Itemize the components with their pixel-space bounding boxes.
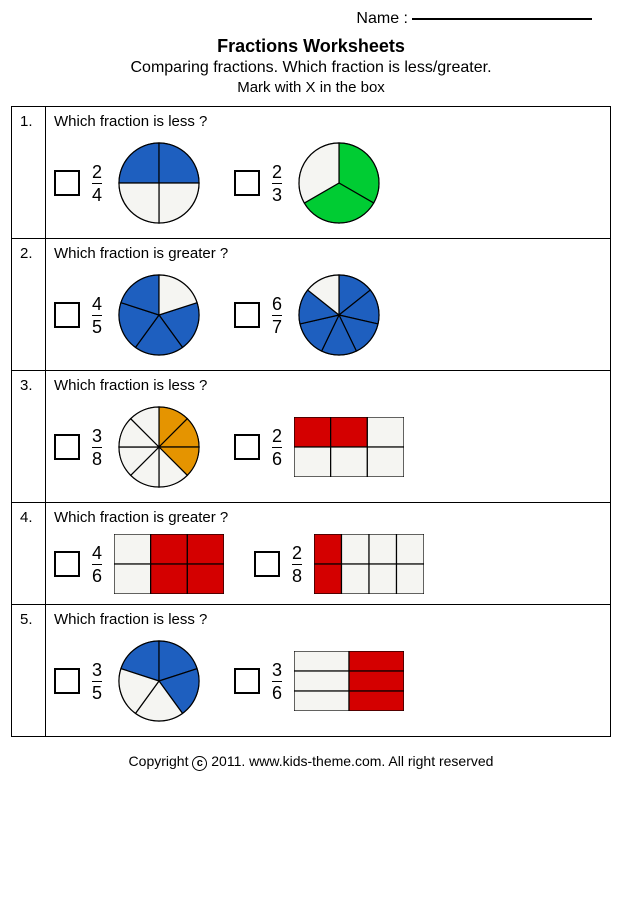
denominator: 8 (292, 564, 302, 585)
fraction-diagram (114, 402, 204, 492)
copyright-icon: c (192, 756, 207, 771)
numerator: 4 (92, 295, 102, 315)
option-b: 2 6 (234, 402, 404, 492)
fraction: 4 5 (92, 295, 102, 336)
question-prompt: Which fraction is greater ? (54, 245, 602, 262)
option-a: 4 6 (54, 534, 224, 594)
fraction-diagram (294, 270, 384, 360)
question-prompt: Which fraction is less ? (54, 611, 602, 628)
answer-checkbox[interactable] (54, 170, 80, 196)
options-row: 2 4 2 3 (54, 138, 602, 228)
answer-checkbox[interactable] (234, 434, 260, 460)
denominator: 7 (272, 315, 282, 336)
question-cell: Which fraction is greater ? 4 6 2 8 (46, 503, 611, 605)
answer-checkbox[interactable] (54, 668, 80, 694)
question-number: 3. (12, 371, 46, 503)
option-a: 2 4 (54, 138, 204, 228)
fraction-diagram (294, 138, 384, 228)
question-cell: Which fraction is greater ? 4 5 6 7 (46, 239, 611, 371)
answer-checkbox[interactable] (54, 551, 80, 577)
numerator: 4 (92, 544, 102, 564)
answer-checkbox[interactable] (234, 170, 260, 196)
denominator: 5 (92, 681, 102, 702)
fraction-diagram (314, 534, 424, 594)
option-a: 4 5 (54, 270, 204, 360)
numerator: 2 (272, 427, 282, 447)
option-b: 3 6 (234, 636, 404, 726)
fraction: 3 6 (272, 661, 282, 702)
question-number: 2. (12, 239, 46, 371)
answer-checkbox[interactable] (54, 434, 80, 460)
fraction-diagram (294, 417, 404, 477)
name-blank-line[interactable] (412, 18, 592, 20)
denominator: 6 (272, 681, 282, 702)
option-b: 2 3 (234, 138, 384, 228)
fraction: 3 8 (92, 427, 102, 468)
answer-checkbox[interactable] (54, 302, 80, 328)
numerator: 2 (92, 163, 102, 183)
fraction: 2 8 (292, 544, 302, 585)
worksheet-subtitle: Comparing fractions. Which fraction is l… (10, 59, 612, 77)
option-a: 3 5 (54, 636, 204, 726)
answer-checkbox[interactable] (234, 302, 260, 328)
fraction: 2 6 (272, 427, 282, 468)
question-cell: Which fraction is less ? 2 4 2 3 (46, 107, 611, 239)
option-b: 6 7 (234, 270, 384, 360)
fraction-diagram (114, 534, 224, 594)
footer: Copyright c 2011. www.kids-theme.com. Al… (10, 753, 612, 771)
question-prompt: Which fraction is less ? (54, 377, 602, 394)
answer-checkbox[interactable] (254, 551, 280, 577)
numerator: 3 (92, 661, 102, 681)
name-label: Name : (356, 10, 408, 27)
worksheet-title: Fractions Worksheets (10, 36, 612, 57)
question-prompt: Which fraction is greater ? (54, 509, 602, 526)
question-row: 1. Which fraction is less ? 2 4 2 3 (12, 107, 611, 239)
footer-text: 2011. www.kids-theme.com. All right rese… (211, 753, 493, 769)
answer-checkbox[interactable] (234, 668, 260, 694)
question-number: 4. (12, 503, 46, 605)
numerator: 3 (92, 427, 102, 447)
options-row: 3 8 2 6 (54, 402, 602, 492)
option-a: 3 8 (54, 402, 204, 492)
numerator: 3 (272, 661, 282, 681)
fraction: 2 3 (272, 163, 282, 204)
question-cell: Which fraction is less ? 3 5 3 6 (46, 605, 611, 737)
question-prompt: Which fraction is less ? (54, 113, 602, 130)
titles: Fractions Worksheets Comparing fractions… (10, 36, 612, 96)
numerator: 2 (292, 544, 302, 564)
numerator: 6 (272, 295, 282, 315)
fraction-diagram (114, 270, 204, 360)
options-row: 4 6 2 8 (54, 534, 602, 594)
fraction-diagram (114, 636, 204, 726)
name-field: Name : (10, 10, 612, 28)
questions-table: 1. Which fraction is less ? 2 4 2 3 2. W… (11, 106, 611, 737)
question-row: 3. Which fraction is less ? 3 8 2 6 (12, 371, 611, 503)
denominator: 6 (272, 447, 282, 468)
denominator: 3 (272, 183, 282, 204)
fraction: 4 6 (92, 544, 102, 585)
question-row: 5. Which fraction is less ? 3 5 3 6 (12, 605, 611, 737)
question-row: 2. Which fraction is greater ? 4 5 6 7 (12, 239, 611, 371)
fraction-diagram (114, 138, 204, 228)
fraction: 3 5 (92, 661, 102, 702)
options-row: 4 5 6 7 (54, 270, 602, 360)
question-cell: Which fraction is less ? 3 8 2 6 (46, 371, 611, 503)
denominator: 6 (92, 564, 102, 585)
option-b: 2 8 (254, 534, 424, 594)
fraction: 2 4 (92, 163, 102, 204)
fraction-diagram (294, 651, 404, 711)
question-row: 4. Which fraction is greater ? 4 6 2 8 (12, 503, 611, 605)
denominator: 8 (92, 447, 102, 468)
question-number: 1. (12, 107, 46, 239)
worksheet-instruction: Mark with X in the box (10, 79, 612, 96)
denominator: 4 (92, 183, 102, 204)
footer-prefix: Copyright (129, 753, 193, 769)
options-row: 3 5 3 6 (54, 636, 602, 726)
fraction: 6 7 (272, 295, 282, 336)
numerator: 2 (272, 163, 282, 183)
denominator: 5 (92, 315, 102, 336)
question-number: 5. (12, 605, 46, 737)
